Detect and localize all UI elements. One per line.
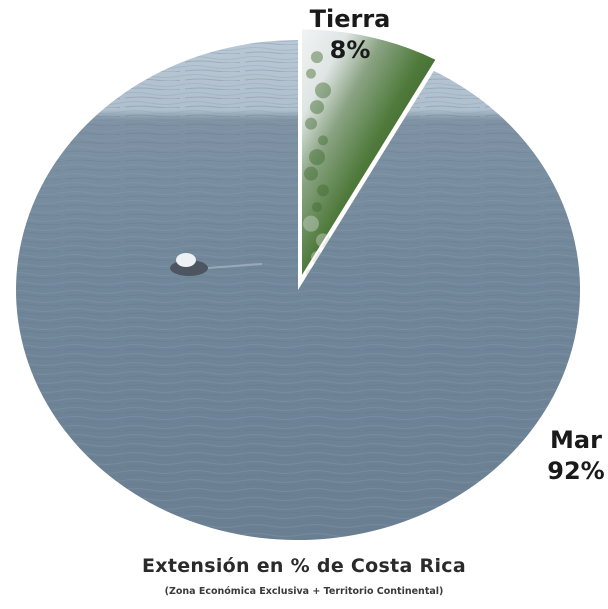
pie-slice-mar xyxy=(16,40,581,540)
foliage-mark xyxy=(302,215,319,232)
slice-value-mar: 92% xyxy=(547,457,604,485)
sea-texture xyxy=(16,40,581,540)
foliage-mark xyxy=(311,202,322,213)
chart-subtitle: (Zona Económica Exclusiva + Territorio C… xyxy=(164,586,444,597)
slice-label-mar: Mar xyxy=(550,426,602,454)
foliage-mark xyxy=(314,82,331,99)
boat-image xyxy=(170,253,263,276)
foliage-mark xyxy=(310,51,323,64)
foliage-mark xyxy=(316,184,329,197)
slice-value-tierra: 8% xyxy=(330,36,371,64)
chart-title: Extensión en % de Costa Rica xyxy=(142,555,466,577)
foliage-mark xyxy=(305,68,316,79)
foliage-mark xyxy=(308,149,325,166)
slice-label-tierra: Tierra xyxy=(310,5,391,33)
foliage-mark xyxy=(309,100,324,115)
foliage-mark xyxy=(303,166,318,181)
foliage-mark xyxy=(317,135,328,146)
pie-slice-tierra xyxy=(299,27,439,282)
foliage-mark xyxy=(304,117,317,130)
slice-edge xyxy=(299,27,439,282)
pie-slice-fill xyxy=(300,28,437,279)
pie-slices xyxy=(16,27,581,540)
pie-labels: Tierra 8% Mar 92% xyxy=(310,5,605,485)
